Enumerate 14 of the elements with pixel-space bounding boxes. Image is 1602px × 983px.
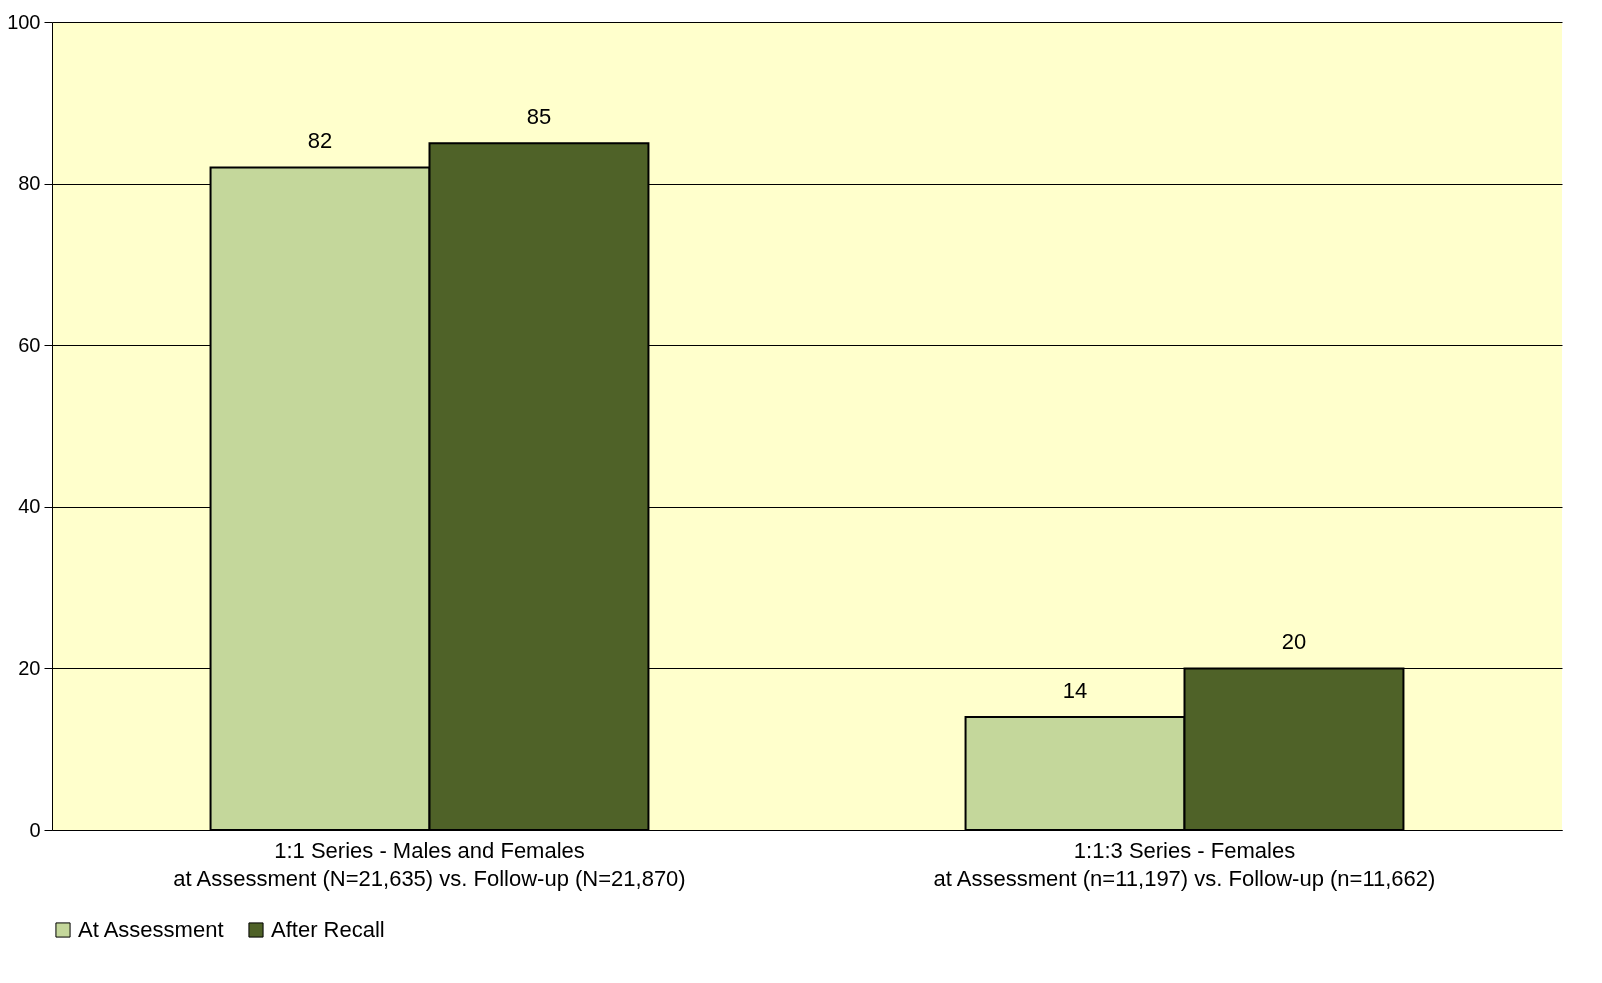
data-label: 20: [1281, 629, 1307, 655]
y-tick-label: 0: [29, 818, 41, 841]
y-tick-label: 40: [18, 495, 41, 518]
x-tick-label: 1:1 Series - Males and Females at Assessment (N=21,635) vs. Follow-up (N=21,870): [173, 837, 686, 891]
data-label: 14: [1062, 677, 1088, 703]
y-tick-label: 20: [18, 656, 41, 679]
data-label: 82: [307, 128, 333, 154]
y-tick-label: 60: [18, 333, 41, 356]
y-tick-label: 80: [18, 172, 41, 195]
legend-label: At Assessment: [78, 917, 224, 942]
legend-label: After Recall: [271, 917, 385, 942]
x-tick-label: 1:1:3 Series - Females at Assessment (n=11,197) vs. Follow-up (n=11,662): [933, 837, 1436, 891]
data-label: 85: [526, 104, 552, 130]
y-tick-label: 100: [7, 10, 41, 33]
